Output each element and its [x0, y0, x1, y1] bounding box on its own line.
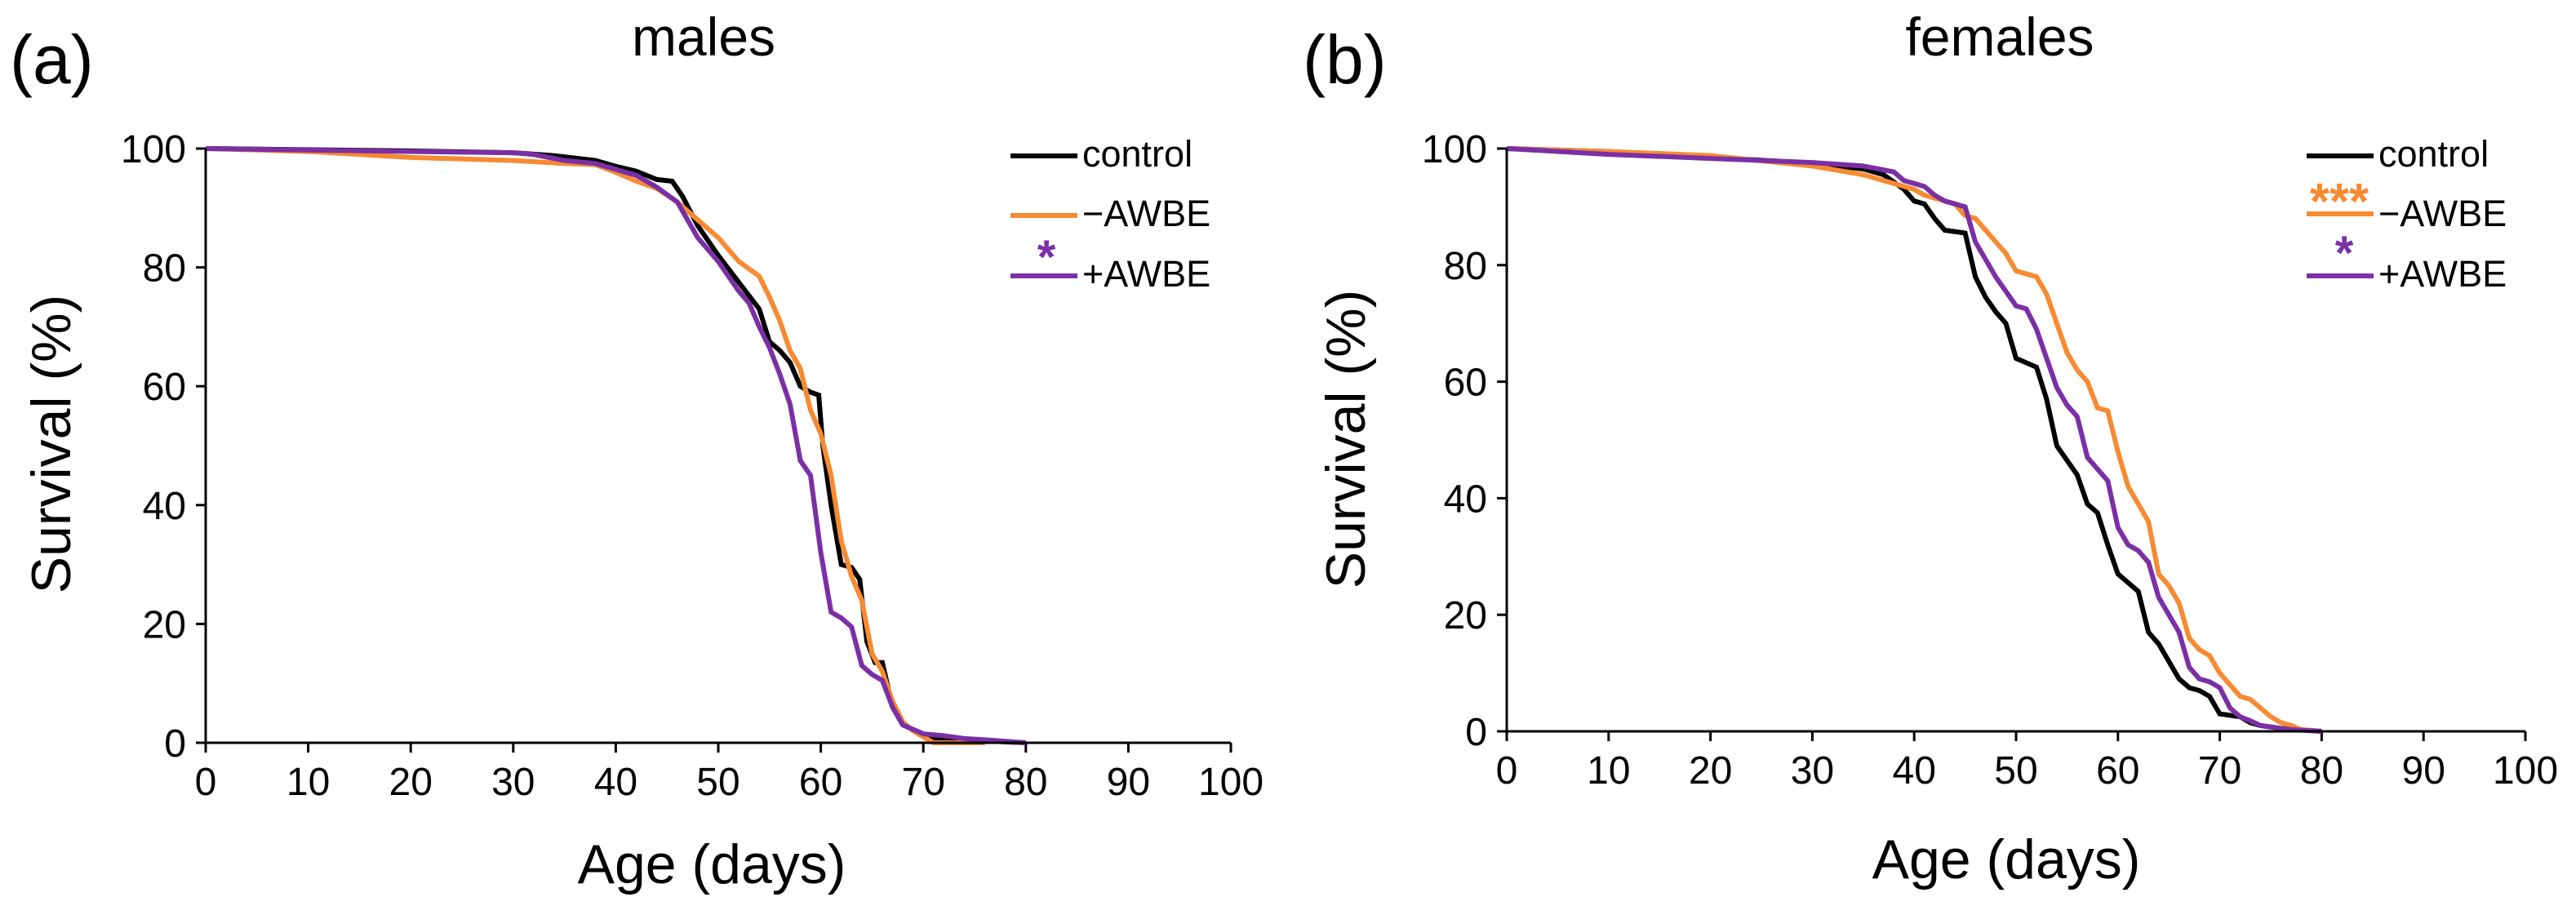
x-tick-label: 100 [2493, 749, 2558, 793]
y-tick-label: 100 [1422, 128, 1487, 171]
significance-marker: * [2335, 227, 2354, 280]
panel-females: (b) females Age (days) Survival (%) 0 10 2… [1303, 7, 2558, 891]
legend: control *** −AWBE * +AWBE [2307, 133, 2507, 295]
panel-males: (a) males Age (days) Survival (%) 0 10 20 3… [10, 7, 1264, 895]
y-tick-label: 20 [143, 603, 186, 646]
series-line-plus-awbe [205, 146, 1027, 745]
y-tick-label: 80 [143, 247, 186, 291]
series-line-plus-awbe [1506, 146, 2322, 734]
x-tick-label: 100 [1198, 761, 1264, 804]
panel-label: (a) [10, 21, 94, 98]
legend: control −AWBE * +AWBE [1010, 133, 1210, 295]
series-lines [205, 146, 1027, 745]
y-tick-label: 40 [1444, 477, 1487, 521]
y-axis-label: Survival (%) [1315, 290, 1377, 589]
y-tick-label: 40 [143, 485, 186, 528]
x-tick-label: 80 [1004, 761, 1047, 804]
series-line-minus-awbe [1506, 146, 2322, 734]
legend-label-minus-awbe: −AWBE [2378, 193, 2507, 234]
x-tick-label: 30 [491, 761, 535, 804]
y-tick-label: 60 [1444, 362, 1487, 405]
x-tick-label: 60 [799, 761, 842, 804]
panel-label: (b) [1303, 21, 1387, 98]
x-tick-label: 70 [902, 761, 945, 804]
x-tick-label: 40 [594, 761, 637, 804]
x-tick-label: 0 [195, 761, 217, 804]
x-tick-label: 50 [696, 761, 739, 804]
legend-label-plus-awbe: +AWBE [1082, 253, 1210, 295]
x-tick-label: 20 [1689, 749, 1732, 793]
series-line-control [205, 146, 1026, 745]
x-tick-label: 10 [286, 761, 330, 804]
significance-marker: * [1037, 231, 1056, 284]
legend-label-plus-awbe: +AWBE [2378, 253, 2507, 295]
legend-label-control: control [2378, 133, 2489, 175]
legend-label-control: control [1082, 133, 1193, 175]
x-tick-label: 80 [2300, 749, 2343, 793]
series-line-control [1506, 146, 2322, 734]
series-line-minus-awbe [205, 146, 985, 745]
x-tick-label: 20 [389, 761, 433, 804]
x-tick-label: 0 [1496, 749, 1518, 793]
series-lines [1506, 146, 2322, 734]
x-axis-label: Age (days) [1872, 828, 2141, 891]
y-tick-label: 0 [164, 722, 186, 766]
chart-title: males [632, 7, 775, 67]
y-tick-label: 100 [121, 128, 186, 171]
x-tick-label: 60 [2096, 749, 2139, 793]
x-tick-label: 40 [1893, 749, 1936, 793]
x-tick-label: 30 [1791, 749, 1834, 793]
x-tick-label: 50 [1994, 749, 2037, 793]
x-tick-label: 90 [2402, 749, 2445, 793]
x-tick-label: 90 [1107, 761, 1150, 804]
x-tick-label: 10 [1587, 749, 1630, 793]
y-tick-label: 80 [1444, 245, 1487, 288]
y-tick-label: 60 [143, 366, 186, 409]
axis-ticks: 0 10 20 30 40 50 60 70 80 90 100 0 20 40 60 80 100 [1422, 128, 2558, 793]
y-tick-label: 20 [1444, 594, 1487, 637]
x-axis-label: Age (days) [578, 833, 846, 895]
chart-title: females [1905, 7, 2094, 67]
legend-label-minus-awbe: −AWBE [1082, 193, 1210, 234]
y-tick-label: 0 [1465, 711, 1487, 754]
y-axis-label: Survival (%) [20, 295, 82, 594]
x-tick-label: 70 [2198, 749, 2241, 793]
significance-marker: *** [2310, 174, 2369, 230]
axis-ticks: 0 10 20 30 40 50 60 70 80 90 100 0 20 40 60 80 100 [121, 128, 1264, 804]
